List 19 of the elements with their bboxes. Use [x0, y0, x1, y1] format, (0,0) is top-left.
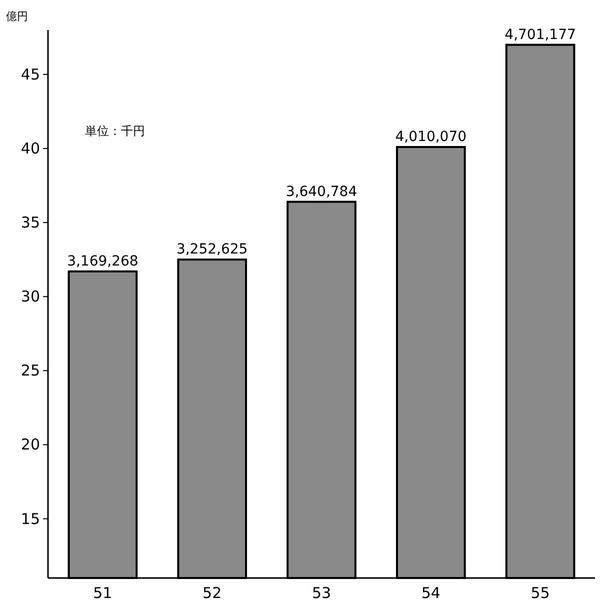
x-tick-label: 52 — [202, 584, 222, 602]
y-tick-label: 20 — [20, 436, 40, 454]
x-tick-label: 53 — [312, 584, 332, 602]
x-tick-label: 51 — [93, 584, 112, 602]
annotation: 3,640,784 — [286, 184, 358, 200]
annotation: 3,169,268 — [67, 253, 138, 270]
y-tick-label: 45 — [20, 65, 40, 84]
annotation: 3,252,625 — [176, 242, 248, 258]
y-axis-title: 億円 — [6, 10, 28, 23]
y-tick-label: 40 — [20, 139, 40, 158]
y-tick-label: 15 — [20, 510, 40, 528]
x-tick-label: 54 — [421, 584, 440, 602]
y-tick-label: 35 — [20, 214, 40, 232]
y-tick-label: 30 — [20, 288, 40, 306]
x-tick-label: 55 — [530, 584, 550, 602]
annotation: 4,701,177 — [504, 26, 576, 43]
annotation: 4,010,070 — [395, 129, 467, 146]
annotation: 単位：千円 — [85, 124, 145, 138]
y-tick-label: 25 — [20, 362, 40, 380]
